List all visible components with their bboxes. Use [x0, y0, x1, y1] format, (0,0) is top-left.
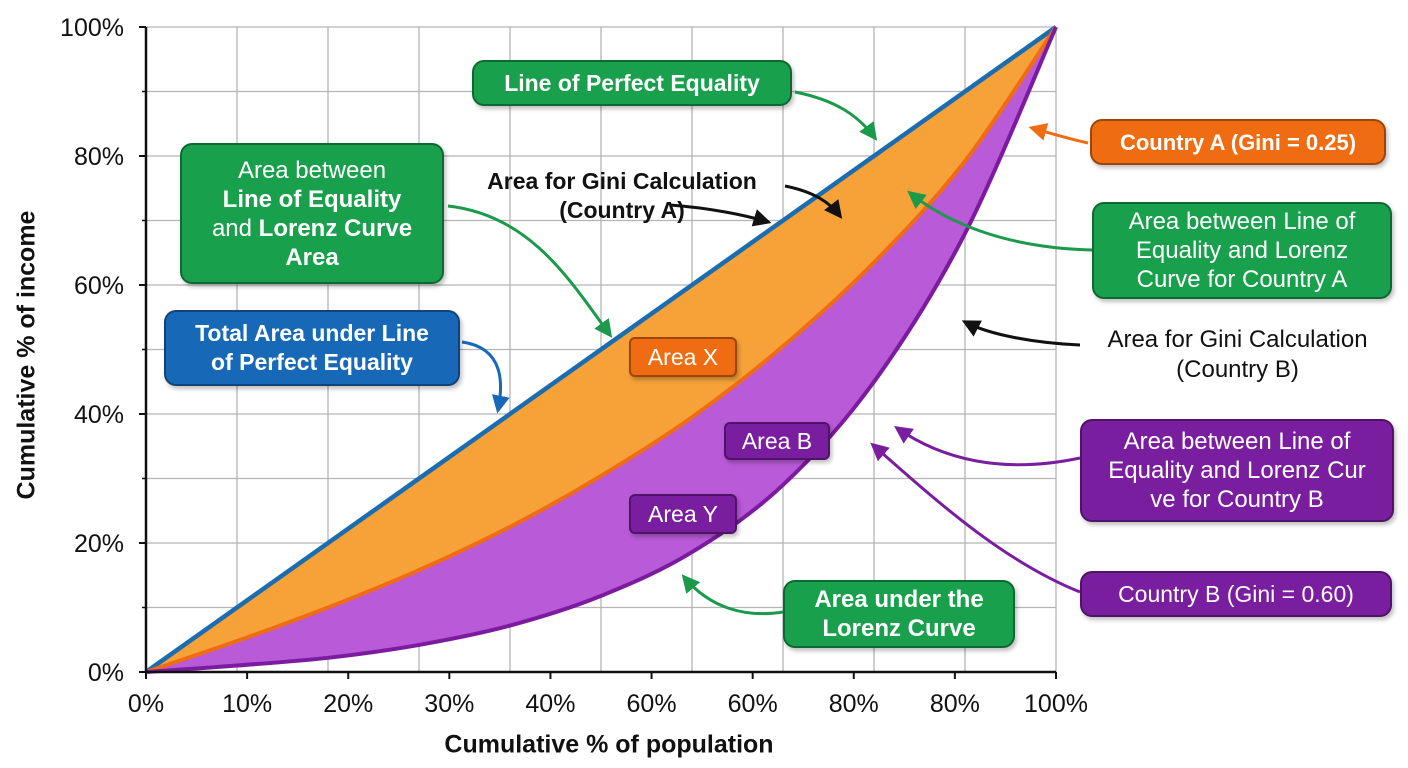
x-tick-label: 40% — [525, 690, 575, 718]
arrow-gini-a-2 — [784, 184, 843, 219]
gini-b-label: Area for Gini Calculation (Country B) — [1107, 326, 1368, 383]
callout-area-under-lorenz: Area under the Lorenz Curve — [783, 580, 1015, 648]
area-between-country-a-and-country-b — [146, 27, 1056, 672]
callout-country-b: Country B (Gini = 0.60) — [1080, 571, 1392, 617]
area-y-tag: Area Y — [629, 494, 737, 534]
arrow-equality-line — [794, 90, 878, 141]
x-tick-label: 60% — [627, 690, 677, 718]
y-tick-label: 20% — [74, 530, 124, 558]
y-tick-label: 0% — [88, 659, 124, 687]
x-tick-label: 10% — [222, 690, 272, 718]
y-tick-label: 60% — [74, 272, 124, 300]
arrow-area-between — [447, 204, 613, 338]
line-of-perfect-equality — [144, 25, 1058, 674]
lorenz-curve-country-b — [145, 26, 1058, 674]
y-tick-label: 100% — [60, 14, 124, 42]
y-tick-label: 40% — [74, 401, 124, 429]
callout-area-between-equality-and-lorenz: Area between Line of Equality and Lorenz… — [180, 143, 444, 284]
callout-total-area: Total Area under Line of Perfect Equalit… — [164, 310, 460, 386]
x-tick-label: 80% — [829, 690, 879, 718]
series-lines — [144, 25, 1058, 674]
area-between-line-2: Line of Equality — [222, 185, 402, 213]
arrows — [447, 90, 1093, 616]
callout-line-of-perfect-equality: Line of Perfect Equality — [472, 60, 792, 106]
callout-between-country-b: Area between Line of Equality and Lorenz… — [1080, 419, 1394, 522]
x-tick-label: 30% — [424, 690, 474, 718]
arrow-between-b — [894, 425, 1081, 467]
y-tick-label: 80% — [74, 143, 124, 171]
area-between-line-4: Lorenz Curve — [258, 214, 413, 242]
x-tick-label: 60% — [728, 690, 778, 718]
axes: 0% 20% 40% 60% 80% 100% 0% 10% 20% 30% 40% 60% 60% 80… — [60, 14, 1088, 718]
arrow-country-b — [870, 442, 1081, 594]
x-tick-label: 100% — [1024, 690, 1088, 718]
arrow-gini-a-1 — [669, 203, 772, 227]
x-axis-title: Cumulative % of population — [444, 730, 774, 759]
lorenz-curve-country-a — [145, 25, 1058, 674]
arrow-between-a — [907, 190, 1093, 252]
area-between-line-3: and — [211, 214, 252, 242]
arrow-total-area — [461, 340, 510, 414]
area-between-line-5: Area — [285, 243, 339, 271]
area-b-tag: Area B — [724, 422, 830, 460]
x-tick-label: 0% — [128, 690, 164, 718]
gini-a-label: Area for Gini Calculation (Country A) — [487, 168, 757, 223]
callout-country-a: Country A (Gini = 0.25) — [1090, 119, 1386, 165]
x-tick-label: 80% — [930, 690, 980, 718]
arrow-gini-b — [961, 320, 1081, 347]
area-between-line-1: Area between — [237, 156, 387, 184]
x-tick-label: 20% — [323, 690, 373, 718]
arrow-under-lorenz — [681, 574, 784, 616]
y-axis-title: Cumulative % of income — [12, 210, 41, 500]
area-x-tag: Area X — [629, 337, 737, 377]
callout-between-country-a: Area between Line of Equality and Lorenz… — [1092, 202, 1392, 299]
arrow-country-a — [1028, 123, 1089, 145]
